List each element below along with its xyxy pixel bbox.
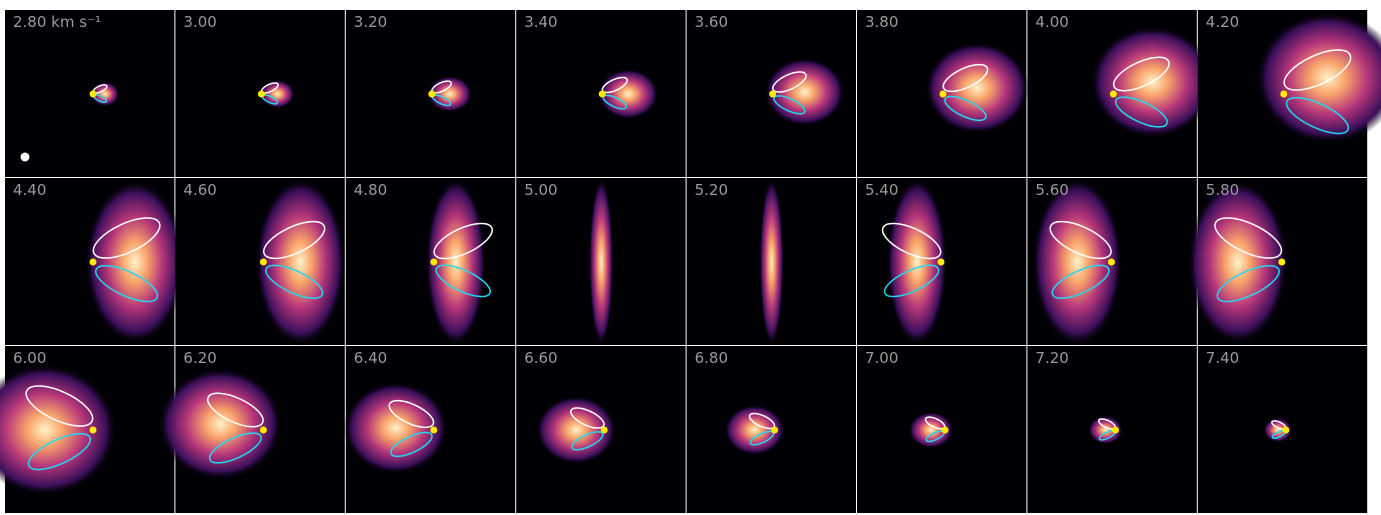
velocity-label: 7.40 [1206,349,1239,367]
channel-panel: 3.20 [346,10,515,177]
channel-panel: 4.80 [346,178,515,346]
channel-panel: 4.00 [1027,10,1214,177]
star-marker [769,91,776,98]
velocity-label: 3.60 [695,13,728,31]
channel-panel: 6.00 [0,346,174,513]
velocity-label: 6.60 [524,349,557,367]
star-marker [430,259,437,266]
velocity-label: 2.80 km s⁻¹ [13,13,101,31]
channel-panel: 5.40 [857,178,1026,346]
velocity-label: 4.60 [183,181,216,199]
channel-panel: 4.20 [1198,10,1381,177]
velocity-label: 4.00 [1035,13,1068,31]
emission [85,180,185,344]
channel-panel: 3.60 [687,10,856,177]
star-marker [599,91,606,98]
velocity-label: 3.00 [183,13,216,31]
emission [1188,180,1288,344]
velocity-label: 5.80 [1206,181,1239,199]
velocity-label: 4.80 [354,181,387,199]
velocity-label: 6.40 [354,349,387,367]
emission [255,178,345,346]
star-marker [258,91,265,98]
beam [21,153,30,162]
channel-panel: 5.00 [516,178,685,346]
velocity-label: 3.20 [354,13,387,31]
channel-panel: 4.40 [5,178,185,345]
star-marker [940,91,947,98]
velocity-label: 6.20 [183,349,216,367]
emission [760,178,784,346]
velocity-label: 7.00 [865,349,898,367]
velocity-label: 5.20 [695,181,728,199]
velocity-label: 3.80 [865,13,898,31]
channel-panel: 6.80 [687,346,856,513]
emission [598,69,658,119]
channel-panel: 5.60 [1027,178,1196,346]
star-marker [428,91,435,98]
star-marker [90,427,97,434]
star-marker [1278,259,1285,266]
channel-panel: 7.00 [857,346,1026,513]
emission [589,178,613,346]
channel-panel: 4.60 [175,178,345,346]
channel-panel: 5.80 [1188,178,1367,345]
star-marker [938,259,945,266]
star-marker [1282,427,1289,434]
channel-panel: 3.40 [516,10,685,177]
star-marker [260,427,267,434]
channel-panel: 3.00 [175,10,344,177]
channel-panel: 6.60 [516,346,685,513]
velocity-label: 5.60 [1035,181,1068,199]
velocity-label: 4.20 [1206,13,1239,31]
channel-panel: 3.80 [857,10,1029,177]
star-marker [601,427,608,434]
star-marker [90,91,97,98]
star-marker [1280,91,1287,98]
star-marker [90,259,97,266]
star-marker [942,427,949,434]
velocity-label: 6.00 [13,349,46,367]
velocity-label: 6.80 [695,349,728,367]
velocity-label: 3.40 [524,13,557,31]
star-marker [260,259,267,266]
channel-panel: 6.40 [344,346,515,513]
star-marker [1108,259,1115,266]
channel-panel: 7.40 [1198,346,1367,513]
star-marker [1110,91,1117,98]
velocity-label: 4.40 [13,181,46,199]
star-marker [771,427,778,434]
velocity-label: 7.20 [1035,349,1068,367]
star-marker [430,427,437,434]
star-marker [1112,427,1119,434]
channel-panel: 6.20 [158,346,344,513]
velocity-label: 5.00 [524,181,557,199]
channel-panel: 2.80 km s⁻¹ [5,10,174,177]
channel-panel: 7.20 [1027,346,1196,513]
velocity-label: 5.40 [865,181,898,199]
channel-panel: 5.20 [687,178,856,346]
channel-map-figure: 2.80 km s⁻¹ 3.00 3.20 3.40 3.60 3.80 4.00 4.20 4… [0,0,1381,515]
